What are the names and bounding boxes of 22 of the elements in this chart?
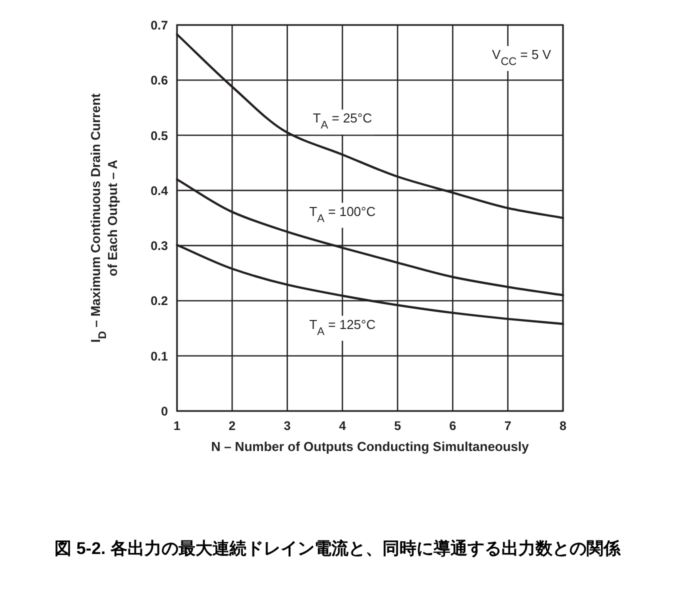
y-tick-label: 0.6 (150, 74, 168, 88)
y-tick-label: 0.5 (150, 128, 168, 143)
y-tick-label: 0.3 (150, 239, 168, 254)
caption: 図 5-2. 各出力の最大連続ドレイン電流と、同時に導通する出力数との関係 (54, 538, 622, 560)
x-tick-label: 2 (228, 419, 236, 433)
x-tick-label: 3 (284, 419, 291, 433)
series-label: T$_{A}$ = 100°C (309, 204, 376, 225)
x-tick-label: 5 (394, 419, 402, 433)
x-tick-label: 1 (174, 419, 181, 433)
y-tick-label: 0.4 (150, 184, 168, 198)
y-tick-label: 0 (161, 404, 168, 418)
series-label: T$_{A}$ = 25°C (312, 110, 372, 132)
y-tick-label: 0.7 (150, 18, 168, 32)
x-tick-label: 4 (338, 419, 346, 433)
x-tick-label: 8 (560, 419, 567, 433)
x-tick-label: 7 (504, 419, 512, 433)
y-tick-label: 0.2 (150, 294, 168, 308)
x-axis-title: N – Number of Outputs Conducting Simultaneously (211, 439, 530, 454)
series-label: T$_{A}$ = 125°C (309, 316, 376, 338)
x-tick-label: 6 (449, 419, 456, 433)
annotation: V$_{CC}$ = 5 V (492, 47, 552, 68)
y-tick-label: 0.1 (150, 349, 168, 364)
